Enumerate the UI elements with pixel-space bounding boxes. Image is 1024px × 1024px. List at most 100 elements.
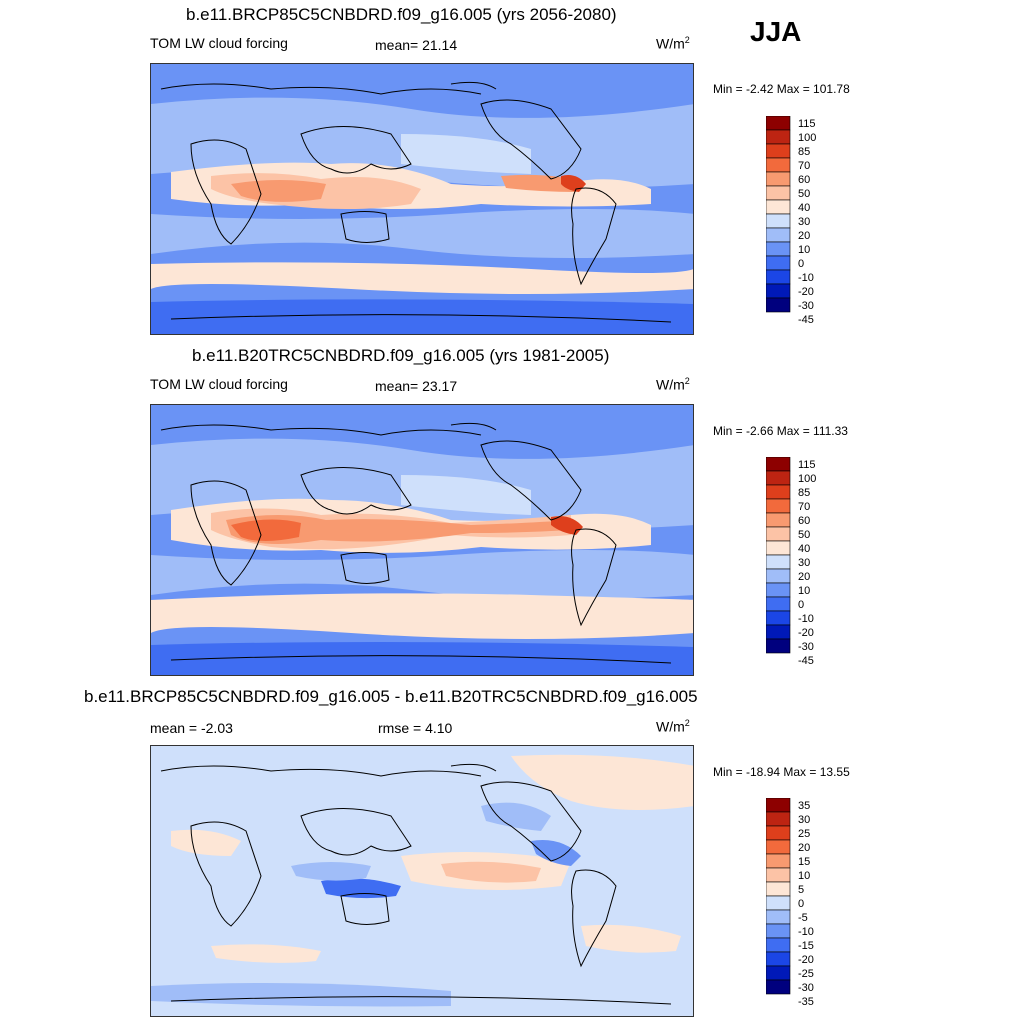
colorbar-tick-label: 20 xyxy=(798,571,810,583)
colorbar-box xyxy=(765,909,791,925)
colorbar-box xyxy=(765,456,791,472)
colorbar-tick-label: -10 xyxy=(798,272,814,284)
panel3-minmax: Min = -18.94 Max = 13.55 xyxy=(713,765,850,779)
colorbar-box xyxy=(765,484,791,500)
colorbar-tick-label: 85 xyxy=(798,146,810,158)
colorbar-tick-label: -20 xyxy=(798,286,814,298)
colorbar-box xyxy=(765,610,791,626)
colorbar-box xyxy=(765,951,791,967)
colorbar-tick-label: 115 xyxy=(798,459,816,471)
colorbar-tick-label: 0 xyxy=(798,258,804,270)
colorbar-box xyxy=(765,157,791,173)
colorbar-tick-label: 85 xyxy=(798,487,810,499)
panel3-colorbar-svg: 35 30 25 20 15 10 5 0 -5 -10 -15 -20 -25 -30 -35 xyxy=(765,797,814,1008)
colorbar-tick-label: 30 xyxy=(798,216,810,228)
panel3-mean-label: mean = -2.03 xyxy=(150,720,233,736)
colorbar-box xyxy=(765,979,791,995)
colorbar-box xyxy=(765,283,791,299)
colorbar-tick-label: 10 xyxy=(798,244,810,256)
colorbar-box xyxy=(765,596,791,612)
colorbar-tick-label: 25 xyxy=(798,828,810,840)
colorbar-box xyxy=(765,185,791,201)
panel3-rmse-label: rmse = 4.10 xyxy=(378,720,453,736)
panel2-title: b.e11.B20TRC5CNBDRD.f09_g16.005 (yrs 198… xyxy=(192,346,610,365)
colorbar-tick-label: 0 xyxy=(798,898,804,910)
colorbar-tick-label: 20 xyxy=(798,842,810,854)
panel1-map xyxy=(150,63,694,335)
colorbar-box xyxy=(765,867,791,883)
colorbar-box xyxy=(765,923,791,939)
colorbar-box xyxy=(765,568,791,584)
colorbar-box xyxy=(765,512,791,528)
panel1-mean-label: mean= 21.14 xyxy=(375,37,458,53)
colorbar-tick-label: 10 xyxy=(798,585,810,597)
colorbar-tick-label: 20 xyxy=(798,230,810,242)
colorbar-tick-label: 15 xyxy=(798,856,810,868)
colorbar-tick-label: -30 xyxy=(798,300,814,312)
colorbar-tick-label: 50 xyxy=(798,529,810,541)
colorbar-box xyxy=(765,199,791,215)
colorbar-tick-label: -45 xyxy=(798,655,814,667)
colorbar-tick-label: 60 xyxy=(798,174,810,186)
panel1-unit-label: W/m2 xyxy=(656,35,690,52)
colorbar-box xyxy=(765,470,791,486)
colorbar-tick-label: 100 xyxy=(798,132,816,144)
colorbar-tick-label: 70 xyxy=(798,160,810,172)
colorbar-box xyxy=(765,624,791,640)
panel3-map xyxy=(150,745,694,1017)
colorbar-box xyxy=(765,171,791,187)
colorbar-box xyxy=(765,498,791,514)
colorbar-tick-label: -5 xyxy=(798,912,808,924)
colorbar-box xyxy=(765,582,791,598)
colorbar-box xyxy=(765,825,791,841)
colorbar-tick-label: 30 xyxy=(798,814,810,826)
colorbar-tick-label: 115 xyxy=(798,118,816,130)
panel2-minmax: Min = -2.66 Max = 111.33 xyxy=(713,424,848,438)
panel1-map-field xyxy=(151,64,693,334)
panel1-colorbar: 115 100 85 70 60 50 40 30 20 10 0 -10 -20 -30 -45 xyxy=(765,115,876,328)
colorbar-tick-label: 40 xyxy=(798,543,810,555)
panel2-map xyxy=(150,404,694,676)
colorbar-box xyxy=(765,269,791,285)
colorbar-tick-label: -30 xyxy=(798,641,814,653)
colorbar-tick-label: -20 xyxy=(798,954,814,966)
colorbar-tick-label: -10 xyxy=(798,926,814,938)
colorbar-tick-label: 50 xyxy=(798,188,810,200)
colorbar-box xyxy=(765,881,791,897)
season-label: JJA xyxy=(750,16,802,47)
colorbar-box xyxy=(765,811,791,827)
colorbar-box xyxy=(765,853,791,869)
panel2-map-field xyxy=(151,405,693,675)
panel3-map-field xyxy=(151,746,693,1016)
colorbar-box xyxy=(765,839,791,855)
panel2-unit-label: W/m2 xyxy=(656,376,690,393)
panel2-mean-label: mean= 23.17 xyxy=(375,378,458,394)
colorbar-box xyxy=(765,115,791,131)
panel1-variable-label: TOM LW cloud forcing xyxy=(150,35,288,51)
colorbar-tick-label: -30 xyxy=(798,982,814,994)
panel2-variable-label: TOM LW cloud forcing xyxy=(150,376,288,392)
colorbar-tick-label: 10 xyxy=(798,870,810,882)
colorbar-tick-label: 0 xyxy=(798,599,804,611)
colorbar-box xyxy=(765,129,791,145)
colorbar-box xyxy=(765,297,791,313)
colorbar-tick-label: 100 xyxy=(798,473,816,485)
colorbar-box xyxy=(765,526,791,542)
panel3-title: b.e11.BRCP85C5CNBDRD.f09_g16.005 - b.e11… xyxy=(84,687,698,706)
colorbar-tick-label: -20 xyxy=(798,627,814,639)
colorbar-box xyxy=(765,227,791,243)
colorbar-tick-label: 5 xyxy=(798,884,804,896)
colorbar-tick-label: -35 xyxy=(798,996,814,1008)
colorbar-box xyxy=(765,143,791,159)
colorbar-tick-label: -10 xyxy=(798,613,814,625)
colorbar-box xyxy=(765,965,791,981)
colorbar-box xyxy=(765,540,791,556)
colorbar-tick-label: -15 xyxy=(798,940,814,952)
colorbar-box xyxy=(765,255,791,271)
colorbar-box xyxy=(765,895,791,911)
panel1-minmax: Min = -2.42 Max = 101.78 xyxy=(713,82,850,96)
colorbar-tick-label: 30 xyxy=(798,557,810,569)
colorbar-box xyxy=(765,213,791,229)
